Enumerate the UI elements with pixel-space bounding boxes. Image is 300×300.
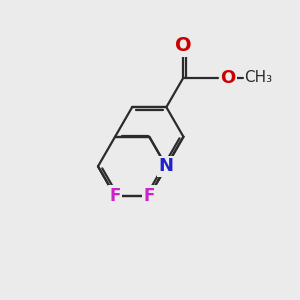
Text: O: O: [175, 36, 192, 55]
Text: F: F: [110, 187, 121, 205]
Text: O: O: [220, 68, 235, 86]
Text: CH₃: CH₃: [244, 70, 272, 85]
Text: F: F: [144, 187, 155, 205]
Text: N: N: [159, 157, 174, 175]
